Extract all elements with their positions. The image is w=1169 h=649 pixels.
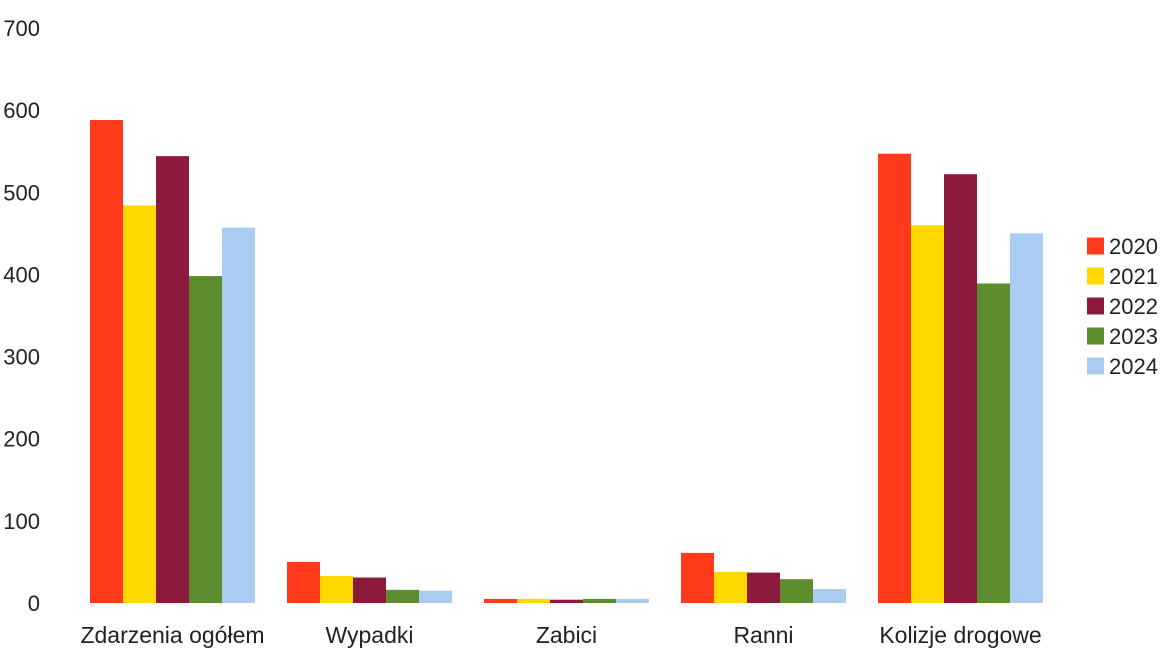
bar (386, 589, 419, 603)
y-tick-label: 100 (3, 509, 40, 534)
y-tick-label: 700 (3, 16, 40, 41)
legend-label: 2023 (1109, 324, 1158, 349)
x-category-label: Wypadki (326, 622, 414, 648)
bar (419, 590, 452, 603)
bar (813, 589, 846, 603)
x-category-label: Zabici (536, 622, 597, 648)
x-category-label: Kolizje drogowe (879, 622, 1041, 648)
y-tick-label: 0 (28, 591, 40, 616)
y-tick-label: 600 (3, 98, 40, 123)
legend-label: 2020 (1109, 234, 1158, 259)
bar (90, 120, 123, 603)
x-axis: Zdarzenia ogółem Wypadki Zabici Ranni Kolizj… (80, 622, 1041, 648)
bar (222, 227, 255, 603)
y-axis: 0 100 200 300 400 500 600 700 (3, 16, 40, 616)
bar (353, 577, 386, 603)
bar (911, 225, 944, 603)
bar (780, 579, 813, 603)
legend-swatch (1087, 357, 1104, 375)
bar (123, 205, 156, 603)
bar (977, 283, 1010, 603)
y-tick-label: 200 (3, 427, 40, 452)
y-tick-label: 400 (3, 262, 40, 287)
x-category-label: Zdarzenia ogółem (80, 622, 264, 648)
bar (320, 575, 353, 603)
x-category-label: Ranni (733, 622, 793, 648)
bar (1010, 233, 1043, 603)
bar (714, 571, 747, 603)
legend-swatch (1087, 237, 1104, 255)
legend-swatch (1087, 297, 1104, 315)
bars (90, 120, 1043, 603)
legend-label: 2022 (1109, 294, 1158, 319)
bar (747, 572, 780, 603)
bar (156, 156, 189, 603)
bar (616, 598, 649, 603)
bar (550, 599, 583, 603)
bar (681, 552, 714, 603)
bar (944, 174, 977, 603)
legend-swatch (1087, 267, 1104, 285)
legend-label: 2021 (1109, 264, 1158, 289)
bar (583, 598, 616, 603)
bar (878, 153, 911, 603)
bar (517, 598, 550, 603)
legend-label: 2024 (1109, 354, 1158, 379)
y-tick-label: 300 (3, 345, 40, 370)
bar (484, 598, 517, 603)
bar (189, 276, 222, 603)
y-tick-label: 500 (3, 180, 40, 205)
legend-swatch (1087, 327, 1104, 345)
legend: 2020 2021 2022 2023 2024 (1087, 234, 1158, 379)
bar (287, 561, 320, 603)
